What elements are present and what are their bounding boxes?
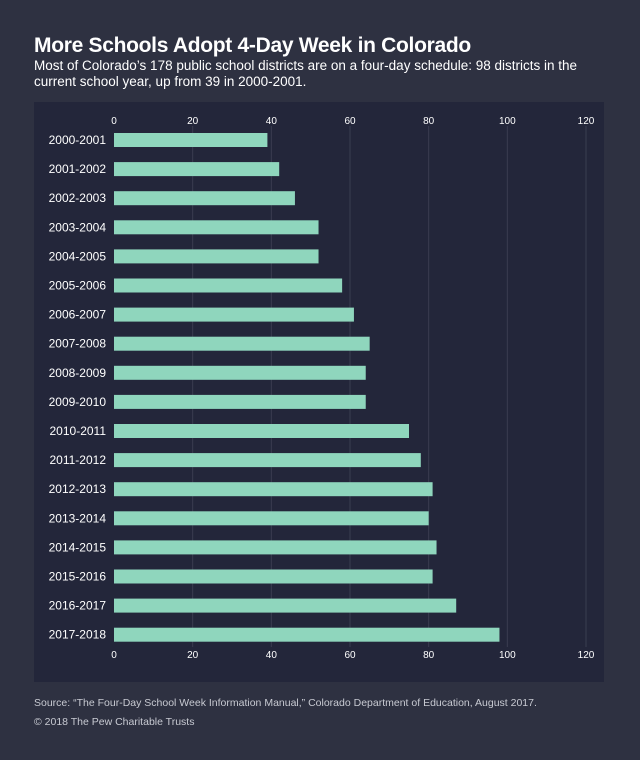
x-tick-label-bottom-40: 40 — [266, 650, 278, 661]
bar-2007-2008 — [114, 336, 370, 351]
bar-2015-2016 — [114, 569, 433, 584]
x-tick-label-top-40: 40 — [266, 116, 278, 127]
category-label-2005-2006: 2005-2006 — [49, 279, 107, 293]
x-tick-label-top-60: 60 — [344, 116, 356, 127]
bar-chart: 0 0 20 20 40 40 60 60 80 80 100 100 120 120 2000-2001 2… — [49, 116, 595, 661]
category-label-2016-2017: 2016-2017 — [49, 599, 107, 613]
bar-2012-2013 — [114, 482, 433, 497]
x-tick-label-top-80: 80 — [423, 116, 435, 127]
bar-2005-2006 — [114, 278, 343, 293]
category-label-2012-2013: 2012-2013 — [49, 482, 107, 496]
x-tick-label-top-0: 0 — [111, 116, 117, 127]
category-label-2008-2009: 2008-2009 — [49, 366, 107, 380]
bar-2001-2002 — [114, 162, 280, 177]
category-label-2002-2003: 2002-2003 — [49, 191, 107, 205]
copyright-note: © 2018 The Pew Charitable Trusts — [34, 716, 195, 728]
category-label-2007-2008: 2007-2008 — [49, 337, 107, 351]
category-label-2006-2007: 2006-2007 — [49, 308, 107, 322]
bar-2002-2003 — [114, 191, 295, 206]
category-label-2003-2004: 2003-2004 — [49, 220, 107, 234]
x-tick-label-bottom-100: 100 — [499, 650, 516, 661]
category-label-2000-2001: 2000-2001 — [49, 133, 107, 147]
bar-2000-2001 — [114, 133, 268, 147]
chart-title: More Schools Adopt 4-Day Week in Colorad… — [34, 34, 471, 57]
x-tick-label-bottom-120: 120 — [578, 650, 595, 661]
bar-2006-2007 — [114, 307, 354, 322]
bar-2016-2017 — [114, 598, 457, 613]
bar-2009-2010 — [114, 394, 366, 409]
category-label-2017-2018: 2017-2018 — [49, 628, 107, 642]
bar-2010-2011 — [114, 424, 409, 438]
chart-subtitle: Most of Colorado’s 178 public school dis… — [34, 58, 578, 89]
category-label-2010-2011: 2010-2011 — [50, 424, 107, 438]
category-label-2015-2016: 2015-2016 — [49, 570, 107, 584]
chart-panel: 0 0 20 20 40 40 60 60 80 80 100 100 120 120 2000-2001 2… — [34, 102, 604, 682]
x-tick-label-bottom-0: 0 — [111, 650, 117, 661]
x-tick-label-top-100: 100 — [499, 116, 516, 127]
bar-2011-2012 — [114, 453, 421, 468]
x-tick-label-top-20: 20 — [187, 116, 199, 127]
x-tick-label-bottom-80: 80 — [423, 650, 435, 661]
category-label-2004-2005: 2004-2005 — [49, 249, 107, 263]
x-tick-label-top-120: 120 — [578, 116, 595, 127]
category-label-2013-2014: 2013-2014 — [49, 511, 107, 525]
category-label-2009-2010: 2009-2010 — [49, 395, 107, 409]
bar-2017-2018 — [114, 627, 500, 642]
bar-2014-2015 — [114, 540, 437, 555]
x-tick-label-bottom-60: 60 — [344, 650, 356, 661]
bar-2003-2004 — [114, 220, 319, 235]
source-note: Source: “The Four-Day School Week Inform… — [34, 697, 537, 709]
category-label-2014-2015: 2014-2015 — [49, 540, 107, 554]
bar-2013-2014 — [114, 511, 429, 526]
bar-2008-2009 — [114, 365, 366, 380]
bar-2004-2005 — [114, 249, 319, 264]
category-label-2001-2002: 2001-2002 — [49, 162, 107, 176]
x-tick-label-bottom-20: 20 — [187, 650, 199, 661]
category-label-2011-2012: 2011-2012 — [50, 453, 107, 467]
